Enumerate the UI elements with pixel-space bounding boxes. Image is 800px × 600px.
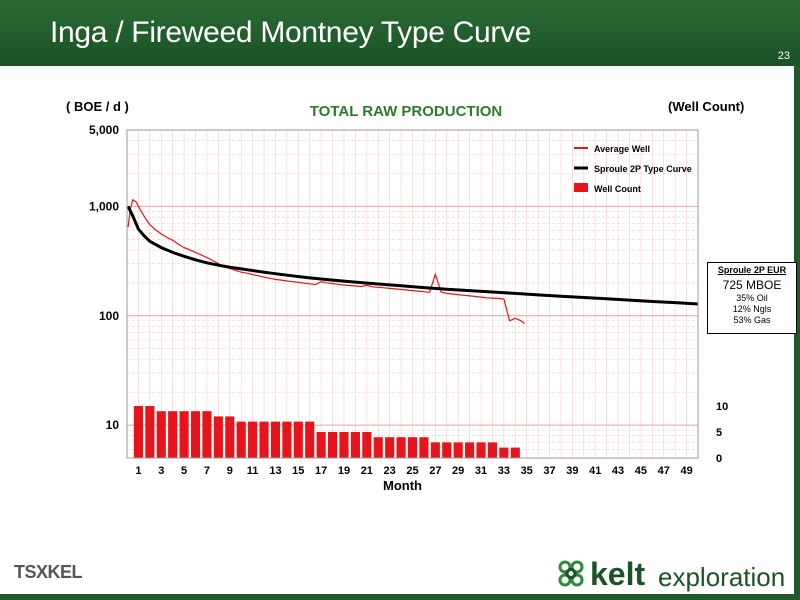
average-well-line xyxy=(127,198,525,324)
x-tick-label: 7 xyxy=(204,465,210,477)
well-count-bar xyxy=(385,437,395,458)
slide-title: Inga / Fireweed Montney Type Curve xyxy=(50,16,532,49)
well-count-bar xyxy=(476,442,486,458)
x-tick-label: 27 xyxy=(429,465,441,477)
page-number: 23 xyxy=(777,50,790,62)
eur-ngls: 12% Ngls xyxy=(732,304,772,314)
y-tick-label: 5,000 xyxy=(89,123,119,137)
well-count-bar xyxy=(499,447,509,458)
x-tick-label: 39 xyxy=(566,465,578,477)
y-tick-label: 10 xyxy=(106,418,120,432)
tsx-label: TSX xyxy=(14,562,48,582)
well-count-bar xyxy=(487,442,498,458)
well-count-bar xyxy=(362,432,372,458)
y-tick-label: 100 xyxy=(99,309,119,323)
x-tick-label: 21 xyxy=(361,465,373,477)
x-tick-label: 35 xyxy=(521,465,533,477)
well-count-bar xyxy=(407,437,418,458)
x-tick-label: 49 xyxy=(680,465,692,477)
type-curve-line xyxy=(126,205,699,306)
x-tick-label: 43 xyxy=(612,465,624,477)
well-count-bar xyxy=(145,406,155,458)
x-tick-label: 1 xyxy=(135,465,141,477)
legend-label: Well Count xyxy=(594,184,641,194)
y-axis-label: ( BOE / d ) xyxy=(66,99,129,114)
well-count-bar xyxy=(327,432,338,458)
eur-gas: 53% Gas xyxy=(733,315,771,325)
knot-icon xyxy=(558,560,584,587)
x-tick-label: 5 xyxy=(181,465,187,477)
well-count-bar xyxy=(453,442,463,458)
x-axis-label: Month xyxy=(383,478,422,493)
well-count-bar xyxy=(259,421,269,458)
well-count-bar xyxy=(442,442,452,458)
well-count-bar xyxy=(156,411,166,458)
well-count-bar xyxy=(510,447,520,458)
chart-title: TOTAL RAW PRODUCTION xyxy=(310,103,503,120)
y2-tick-label: 5 xyxy=(716,427,722,439)
well-count-bar xyxy=(396,437,406,458)
well-count-bar xyxy=(339,432,349,458)
x-tick-label: 37 xyxy=(543,465,555,477)
x-tick-label: 3 xyxy=(158,465,164,477)
x-tick-label: 33 xyxy=(498,465,510,477)
well-count-bar xyxy=(430,442,440,458)
x-tick-label: 19 xyxy=(338,465,350,477)
x-tick-label: 47 xyxy=(658,465,670,477)
x-tick-label: 11 xyxy=(247,465,259,477)
well-count-bar xyxy=(202,411,212,458)
right-border xyxy=(794,66,800,600)
company-sub: exploration xyxy=(658,562,786,592)
well-count-bar xyxy=(465,442,475,458)
x-tick-label: 23 xyxy=(384,465,396,477)
well-count-bar xyxy=(316,432,326,458)
well-count-bar xyxy=(270,421,281,458)
well-count-bar xyxy=(168,411,178,458)
well-count-bar xyxy=(236,421,246,458)
x-tick-label: 41 xyxy=(589,465,601,477)
well-count-bar xyxy=(373,437,383,458)
well-count-bar xyxy=(213,416,223,458)
x-tick-label: 9 xyxy=(227,465,233,477)
y2-axis-label: (Well Count) xyxy=(668,99,744,114)
well-count-bar xyxy=(248,421,258,458)
tsx-ticker: KEL xyxy=(47,562,83,582)
legend-label: Sproule 2P Type Curve xyxy=(594,164,692,174)
eur-value: 725 MBOE xyxy=(722,278,782,292)
well-count-bar xyxy=(293,421,303,458)
tsx-logo: TSXKEL xyxy=(14,562,83,583)
well-count-bar xyxy=(179,411,189,458)
company-word: kelt xyxy=(590,556,646,592)
footer-bar xyxy=(0,594,800,600)
eur-oil: 35% Oil xyxy=(736,293,768,303)
x-tick-label: 29 xyxy=(452,465,464,477)
y2-tick-label: 0 xyxy=(716,453,722,465)
well-count-bar xyxy=(305,421,315,458)
x-tick-label: 45 xyxy=(635,465,647,477)
y-tick-label: 1,000 xyxy=(89,199,119,213)
legend-swatch xyxy=(574,183,588,192)
x-tick-label: 31 xyxy=(475,465,487,477)
x-tick-label: 13 xyxy=(269,465,281,477)
eur-box: Sproule 2P EUR 725 MBOE 35% Oil 12% Ngls… xyxy=(707,262,797,334)
legend-label: Average Well xyxy=(594,144,650,154)
company-logo: kelt exploration xyxy=(556,556,796,594)
well-count-bar xyxy=(419,437,429,458)
x-tick-label: 17 xyxy=(315,465,327,477)
y2-tick-label: 10 xyxy=(716,401,728,413)
well-count-bar xyxy=(225,416,235,458)
well-count-bar xyxy=(350,432,360,458)
eur-heading: Sproule 2P EUR xyxy=(717,265,787,275)
x-tick-label: 25 xyxy=(406,465,418,477)
slide-header: Inga / Fireweed Montney Type Curve 23 xyxy=(0,0,800,66)
plot-border xyxy=(126,129,699,459)
well-count-bar xyxy=(133,406,143,458)
x-tick-label: 15 xyxy=(292,465,304,477)
well-count-bar xyxy=(190,411,201,458)
well-count-bar xyxy=(282,421,292,458)
